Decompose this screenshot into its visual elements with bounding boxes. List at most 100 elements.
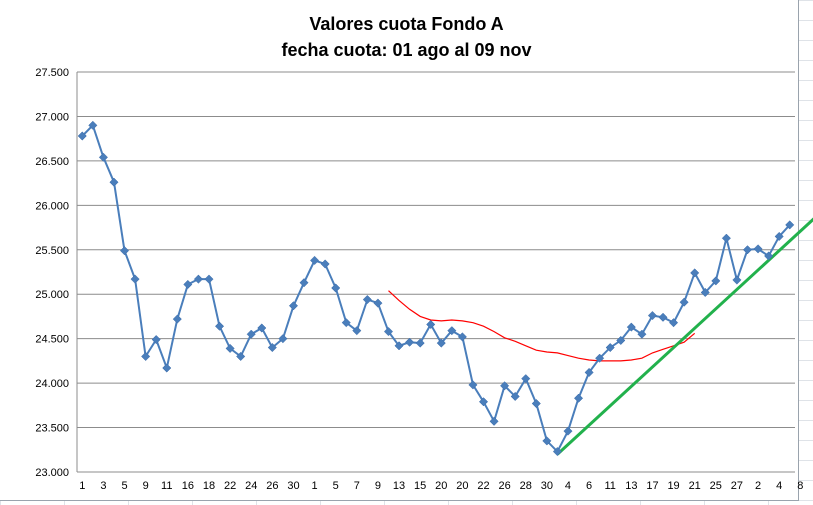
data-point [373, 298, 383, 308]
data-point [352, 326, 362, 336]
x-tick-label: 30 [541, 480, 553, 492]
y-tick-label: 26.500 [35, 156, 69, 168]
data-point [764, 251, 774, 261]
x-tick-label: 25 [710, 480, 722, 492]
data-point [742, 245, 753, 255]
data-point [637, 329, 647, 339]
data-point [109, 177, 119, 187]
data-point [77, 131, 87, 141]
data-point [436, 338, 446, 348]
x-tick-label: 15 [414, 480, 426, 492]
data-point [489, 416, 499, 426]
y-tick-label: 23.000 [35, 467, 69, 479]
data-point [669, 318, 679, 328]
data-point [478, 397, 489, 407]
data-point [88, 120, 98, 130]
moving-average-line [388, 290, 696, 362]
data-point [320, 259, 330, 269]
x-tick-label: 5 [333, 480, 339, 492]
data-point [690, 268, 700, 278]
x-tick-label: 26 [499, 480, 511, 492]
y-tick-label: 26.000 [35, 200, 69, 212]
data-point [183, 279, 193, 289]
x-tick-label: 1 [79, 480, 85, 492]
data-point [721, 233, 731, 243]
data-point [426, 319, 436, 329]
x-tick-label: 24 [245, 480, 257, 492]
data-point [267, 343, 277, 353]
data-point [119, 246, 130, 256]
data-point [531, 399, 541, 409]
chart-area[interactable] [0, 0, 799, 501]
x-tick-label: 6 [586, 480, 592, 492]
data-point [214, 321, 225, 331]
y-tick-label: 24.000 [35, 378, 69, 390]
x-tick-label: 1 [312, 480, 318, 492]
data-point [193, 274, 203, 284]
y-tick-label: 23.500 [35, 423, 69, 435]
data-point [732, 275, 742, 285]
data-point [447, 326, 457, 336]
data-point [236, 351, 246, 361]
x-tick-label: 11 [605, 480, 616, 492]
data-point [468, 380, 478, 390]
x-tick-label: 20 [435, 480, 447, 492]
data-point [563, 426, 573, 436]
x-tick-label: 27 [731, 480, 743, 492]
x-tick-label: 16 [182, 480, 194, 492]
data-point [162, 363, 172, 373]
chart-title: Valores cuota Fondo A [309, 14, 504, 34]
data-point [785, 220, 795, 230]
x-tick-label: 13 [625, 480, 637, 492]
data-point [500, 381, 510, 391]
y-tick-label: 27.000 [35, 111, 69, 123]
x-tick-label: 9 [143, 480, 149, 492]
x-tick-label: 30 [287, 480, 299, 492]
x-tick-label: 8 [797, 480, 803, 492]
data-point [383, 327, 394, 337]
x-tick-label: 2 [755, 480, 761, 492]
data-point [542, 436, 552, 446]
data-point [278, 334, 288, 344]
data-point [595, 353, 605, 363]
y-tick-label: 25.000 [35, 289, 69, 301]
y-tick-label: 27.500 [35, 67, 69, 79]
x-tick-label: 7 [354, 480, 360, 492]
data-point [658, 312, 668, 322]
x-tick-label: 4 [776, 480, 782, 492]
x-tick-label: 9 [375, 480, 381, 492]
data-point [151, 335, 161, 345]
data-point [331, 283, 341, 293]
data-point [753, 244, 763, 254]
data-point [246, 329, 256, 339]
data-point [98, 152, 108, 162]
data-point [521, 374, 531, 384]
y-tick-label: 24.500 [35, 334, 69, 346]
x-tick-label: 26 [266, 480, 278, 492]
data-point [362, 295, 372, 305]
x-tick-label: 5 [121, 480, 127, 492]
data-point [130, 274, 140, 284]
x-tick-label: 21 [689, 480, 701, 492]
x-tick-label: 4 [565, 480, 571, 492]
data-point [457, 332, 467, 342]
x-tick-label: 17 [646, 480, 658, 492]
data-point [711, 276, 721, 286]
x-tick-label: 19 [667, 480, 679, 492]
x-tick-label: 18 [203, 480, 215, 492]
x-tick-label: 11 [161, 480, 172, 492]
data-point [647, 311, 658, 321]
data-point [626, 322, 636, 332]
x-tick-label: 28 [520, 480, 532, 492]
x-tick-label: 22 [224, 480, 236, 492]
data-point [700, 287, 710, 297]
data-point [616, 335, 626, 345]
data-point [225, 343, 235, 353]
x-tick-label: 22 [477, 480, 489, 492]
data-point [584, 367, 594, 377]
data-point [172, 314, 182, 324]
data-point [288, 301, 299, 311]
data-point [299, 278, 309, 288]
data-point [257, 323, 267, 333]
